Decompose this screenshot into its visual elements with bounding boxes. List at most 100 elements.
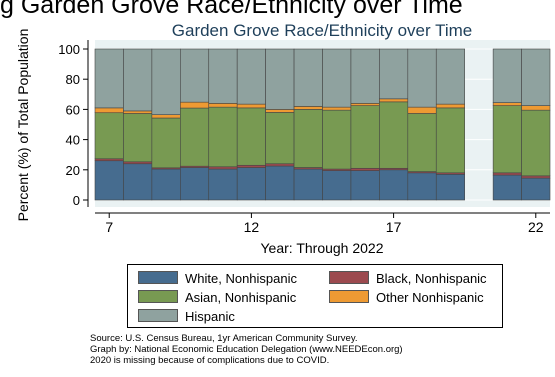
bar-segment <box>151 114 181 119</box>
bar-segment <box>322 106 352 111</box>
bar-segment <box>123 163 153 201</box>
page-title: g Garden Grove Race/Ethnicity over Time <box>0 0 463 19</box>
bars-layer <box>94 48 551 201</box>
legend-label-black: Black, Nonhispanic <box>376 271 487 286</box>
chart-title: Garden Grove Race/Ethnicity over Time <box>172 21 472 40</box>
y-tick-label: 80 <box>66 72 80 87</box>
bar-segment <box>293 168 323 201</box>
bar-segment <box>521 48 551 106</box>
bar-segment <box>521 105 551 111</box>
bar-segment <box>293 48 323 107</box>
bar-segment <box>94 160 124 201</box>
bar-segment <box>435 107 465 174</box>
legend-label-other: Other Nonhispanic <box>376 290 484 305</box>
bar-segment <box>379 48 409 100</box>
legend-entry-asian: Asian, Nonhispanic <box>138 290 296 305</box>
bar-segment <box>236 103 266 109</box>
legend-entry-white: White, Nonhispanic <box>138 271 297 286</box>
bar-segment <box>350 167 380 171</box>
bar-segment <box>208 48 238 104</box>
bar-segment <box>236 167 266 201</box>
bar-segment <box>407 113 437 172</box>
bar-segment <box>94 107 124 114</box>
bar-segment <box>265 165 295 201</box>
covid-note: 2020 is missing because of complications… <box>90 355 330 366</box>
bar-segment <box>208 103 238 108</box>
legend-label-asian: Asian, Nonhispanic <box>185 290 297 305</box>
bar-segment <box>265 163 295 167</box>
bar-segment <box>180 107 210 167</box>
source-notes: Source: U.S. Census Bureau, 1yr American… <box>90 333 403 366</box>
legend-entry-other: Other Nonhispanic <box>329 290 484 305</box>
legend-entry-hispanic: Hispanic <box>138 309 235 324</box>
bar-segment <box>379 98 409 103</box>
bar-segment <box>521 175 551 179</box>
x-tick-label: 7 <box>105 219 113 235</box>
bar-segment <box>350 170 380 201</box>
bar-segment <box>407 106 437 114</box>
y-tick-label: 100 <box>58 42 80 57</box>
bar-segment <box>151 117 181 169</box>
bar-segment <box>435 174 465 201</box>
bar-segment <box>293 106 323 110</box>
bar-segment <box>123 110 153 114</box>
bar-segment <box>492 102 522 106</box>
bar-segment <box>350 48 380 104</box>
bar-segment <box>492 48 522 103</box>
x-tick-label: 12 <box>244 219 260 235</box>
y-tick-label: 40 <box>66 133 80 148</box>
bar-segment <box>492 105 522 174</box>
bar-segment <box>180 48 210 103</box>
legend-swatch-asian <box>138 290 178 303</box>
bar-segment <box>407 172 437 201</box>
legend-swatch-other <box>329 290 369 303</box>
legend-entry-black: Black, Nonhispanic <box>329 271 487 286</box>
bar-segment <box>236 164 266 168</box>
bar-segment <box>265 48 295 110</box>
bar-segment <box>379 101 409 169</box>
bar-segment <box>379 169 409 201</box>
bar-segment <box>151 48 181 115</box>
bar-segment <box>236 48 266 105</box>
graph-credit-note: Graph by: National Economic Education De… <box>90 344 403 355</box>
bar-segment <box>94 48 124 109</box>
x-tick-label: 22 <box>528 219 544 235</box>
bar-segment <box>492 172 522 176</box>
bar-segment <box>123 48 153 112</box>
bar-segment <box>208 168 238 201</box>
bar-segment <box>407 48 437 108</box>
bar-segment <box>492 174 522 201</box>
bar-segment <box>435 103 465 109</box>
source-note: Source: U.S. Census Bureau, 1yr American… <box>90 333 358 344</box>
y-tick-label: 20 <box>66 163 80 178</box>
bar-segment <box>180 167 210 201</box>
bar-segment <box>151 168 181 201</box>
bar-segment <box>208 166 238 170</box>
x-axis-label: Year: Through 2022 <box>261 240 384 256</box>
y-axis-label: Percent (%) of Total Population <box>15 29 31 222</box>
axes-layer: 0 20 40 60 80 100 7 12 17 22 <box>58 40 550 235</box>
bar-segment <box>521 109 551 177</box>
bar-segment <box>435 48 465 105</box>
bar-segment <box>322 170 352 201</box>
y-tick-label: 60 <box>66 102 80 117</box>
bar-segment <box>265 112 295 165</box>
y-tick-label: 0 <box>73 193 80 208</box>
legend-swatch-hispanic <box>138 309 178 322</box>
legend-swatch-black <box>329 271 369 284</box>
legend: White, Nonhispanic Black, Nonhispanic As… <box>127 264 503 328</box>
bar-segment <box>94 112 124 160</box>
bar-segment <box>521 177 551 201</box>
bar-segment <box>265 109 295 113</box>
bar-segment <box>123 113 153 163</box>
legend-label-hispanic: Hispanic <box>185 309 235 324</box>
bar-segment <box>350 105 380 169</box>
bar-segment <box>180 101 210 109</box>
legend-label-white: White, Nonhispanic <box>185 271 297 286</box>
legend-swatch-white <box>138 271 178 284</box>
x-tick-label: 17 <box>386 219 402 235</box>
bar-segment <box>350 103 380 106</box>
bar-segment <box>293 109 323 168</box>
